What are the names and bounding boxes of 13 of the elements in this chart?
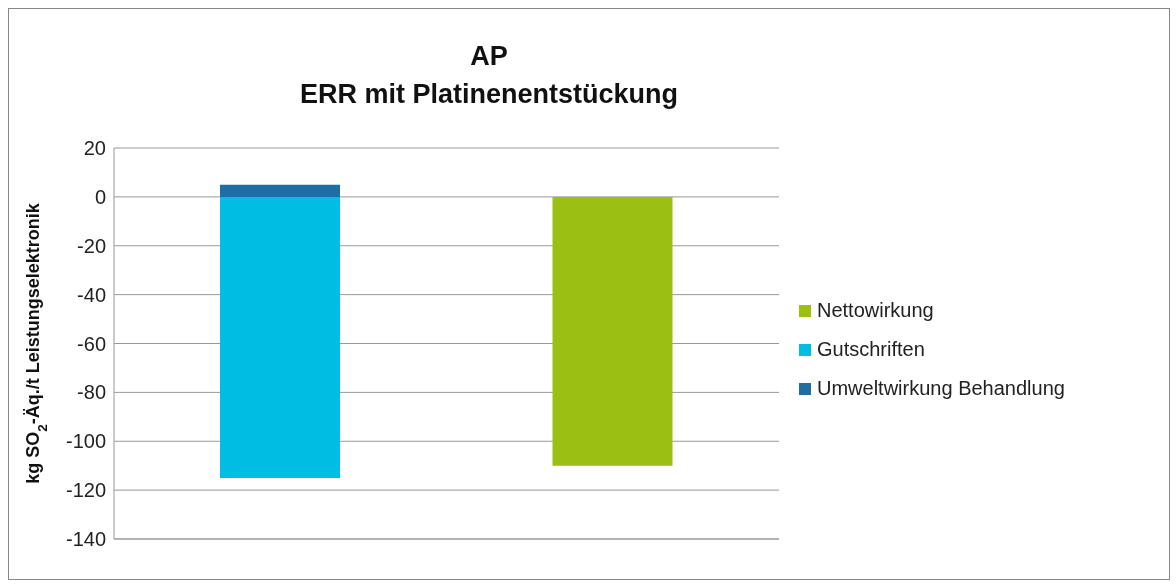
y-tick-label: -60 <box>77 332 106 355</box>
y-tick-label: -80 <box>77 381 106 404</box>
y-tick-label: 20 <box>83 137 106 160</box>
legend-label: Umweltwirkung Behandlung <box>817 377 1065 400</box>
y-tick-label: -100 <box>65 430 106 453</box>
y-tick-label: -120 <box>65 479 106 502</box>
chart-title: AP ERR mit Platinenentstückung <box>298 40 679 111</box>
y-tick-label: -20 <box>77 234 106 257</box>
y-tick-label: 0 <box>94 185 106 208</box>
y-tick-label: -140 <box>65 528 106 551</box>
y-tick-label: -40 <box>77 283 106 306</box>
legend-label: Nettowirkung <box>817 299 934 322</box>
legend-label: Gutschriften <box>817 338 925 361</box>
